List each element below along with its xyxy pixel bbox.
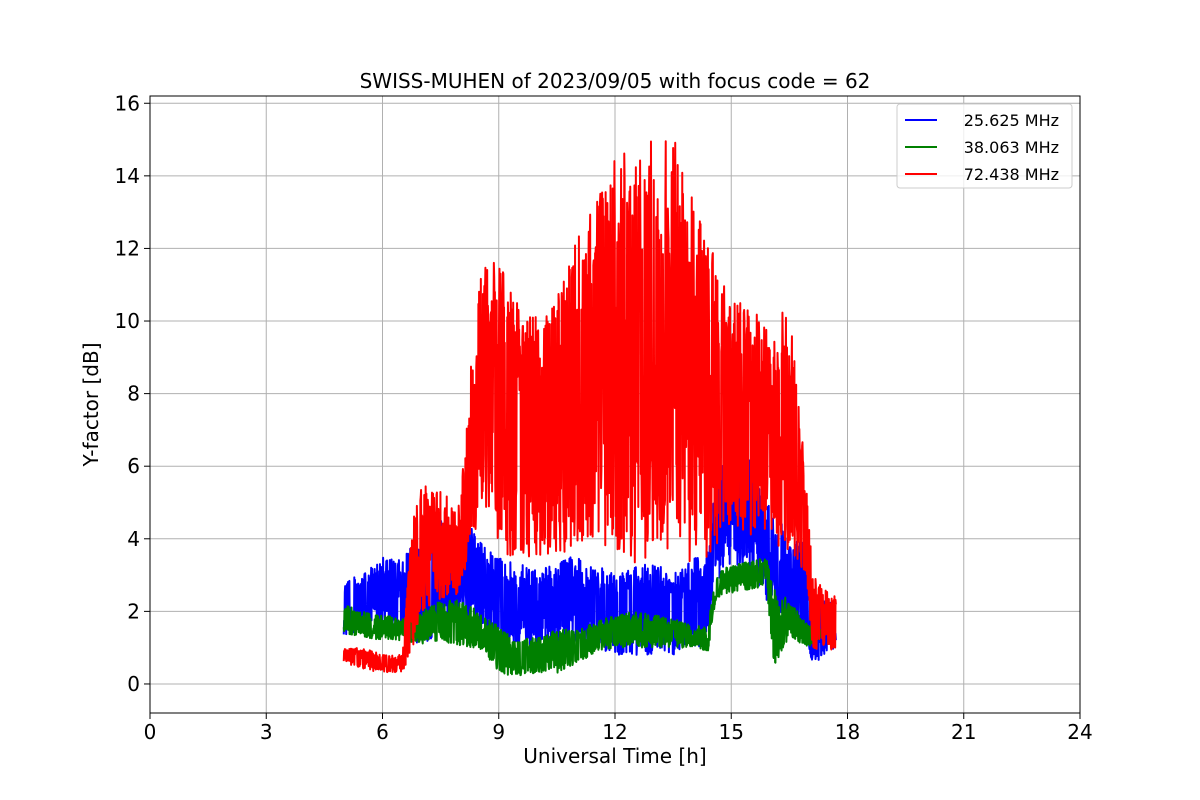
x-tick-label: 15 bbox=[719, 720, 744, 744]
y-tick-label: 10 bbox=[115, 309, 140, 333]
x-tick-label: 9 bbox=[492, 720, 505, 744]
x-tick-label: 0 bbox=[144, 720, 157, 744]
y-tick-label: 0 bbox=[127, 672, 140, 696]
y-tick-label: 14 bbox=[115, 164, 140, 188]
legend-box bbox=[896, 103, 1073, 189]
series-line bbox=[342, 140, 837, 674]
series-line bbox=[342, 558, 822, 677]
y-tick-label: 16 bbox=[115, 91, 140, 115]
y-axis-label: Y-factor [dB] bbox=[79, 342, 103, 467]
x-axis-label: Universal Time [h] bbox=[523, 744, 706, 768]
legend: 25.625 MHz 38.063 MHz 72.438 MHz bbox=[896, 103, 1073, 189]
legend-label: 25.625 MHz bbox=[964, 111, 1059, 130]
x-tick-label: 21 bbox=[951, 720, 976, 744]
x-tick-label: 24 bbox=[1067, 720, 1092, 744]
legend-label: 72.438 MHz bbox=[964, 165, 1059, 184]
y-tick-label: 6 bbox=[127, 454, 140, 478]
series-layer bbox=[342, 140, 837, 677]
chart-title: SWISS-MUHEN of 2023/09/05 with focus cod… bbox=[360, 69, 871, 93]
y-tick-label: 12 bbox=[115, 236, 140, 260]
legend-label: 38.063 MHz bbox=[964, 138, 1059, 157]
y-tick-label: 4 bbox=[127, 527, 140, 551]
x-tick-label: 3 bbox=[260, 720, 273, 744]
y-tick-label: 2 bbox=[127, 599, 140, 623]
x-tick-label: 12 bbox=[602, 720, 627, 744]
x-tick-label: 18 bbox=[835, 720, 860, 744]
x-tick-label: 6 bbox=[376, 720, 389, 744]
y-tick-label: 8 bbox=[127, 382, 140, 406]
